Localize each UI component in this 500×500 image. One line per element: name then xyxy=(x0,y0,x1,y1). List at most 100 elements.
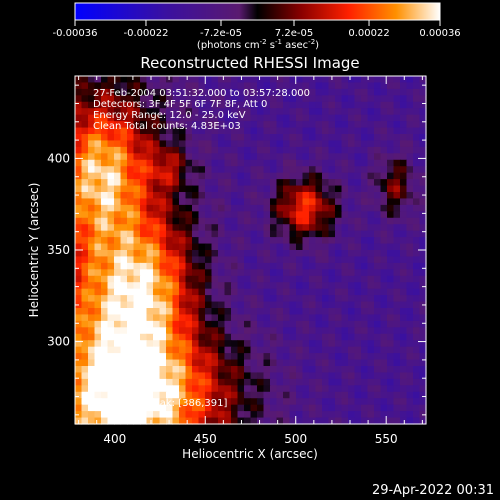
heatmap-cell xyxy=(94,237,102,245)
heatmap-cell xyxy=(413,211,421,219)
heatmap-cell xyxy=(192,359,200,367)
heatmap-cell xyxy=(205,275,213,283)
heatmap-cell xyxy=(257,404,265,412)
heatmap-cell xyxy=(413,404,421,412)
heatmap-cell xyxy=(94,269,102,277)
heatmap-cell xyxy=(94,256,102,264)
heatmap-cell xyxy=(309,166,317,174)
heatmap-cell xyxy=(406,320,414,328)
heatmap-cell xyxy=(367,250,375,258)
heatmap-cell xyxy=(374,269,382,277)
heatmap-cell xyxy=(224,269,232,277)
heatmap-cell xyxy=(348,372,356,380)
heatmap-cell xyxy=(224,153,232,161)
heatmap-cell xyxy=(172,378,180,386)
heatmap-cell xyxy=(328,308,336,316)
annotation-energy: Energy Range: 12.0 - 25.0 keV xyxy=(93,110,246,121)
heatmap-cell xyxy=(315,314,323,322)
heatmap-cell xyxy=(387,404,395,412)
heatmap-cell xyxy=(159,269,167,277)
heatmap-cell xyxy=(159,76,167,84)
heatmap-cell xyxy=(309,372,317,380)
heatmap-cell xyxy=(75,185,83,193)
heatmap-cell xyxy=(413,230,421,238)
heatmap-cell xyxy=(276,314,284,322)
heatmap-cell xyxy=(159,314,167,322)
heatmap-cell xyxy=(185,95,193,103)
heatmap-cell xyxy=(380,275,388,283)
heatmap-cell xyxy=(153,301,161,309)
heatmap-cell xyxy=(101,185,109,193)
heatmap-cell xyxy=(172,262,180,270)
heatmap-cell xyxy=(361,101,369,109)
heatmap-cell xyxy=(192,101,200,109)
heatmap-cell xyxy=(101,192,109,200)
heatmap-cell xyxy=(244,185,252,193)
heatmap-cell xyxy=(283,327,291,335)
heatmap-cell xyxy=(250,314,258,322)
heatmap-cell xyxy=(328,198,336,206)
heatmap-cell xyxy=(185,269,193,277)
heatmap-cell xyxy=(322,385,330,393)
heatmap-cell xyxy=(205,314,213,322)
heatmap-cell xyxy=(153,230,161,238)
heatmap-cell xyxy=(335,301,343,309)
heatmap-cell xyxy=(153,159,161,167)
heatmap-cell xyxy=(218,204,226,212)
heatmap-cell xyxy=(341,140,349,148)
heatmap-cell xyxy=(185,417,193,425)
heatmap-cell xyxy=(120,211,128,219)
heatmap-cell xyxy=(231,95,239,103)
heatmap-cell xyxy=(354,411,362,419)
heatmap-cell xyxy=(348,262,356,270)
heatmap-cell xyxy=(179,159,187,167)
heatmap-cell xyxy=(289,262,297,270)
heatmap-cell xyxy=(335,275,343,283)
heatmap-cell xyxy=(75,256,83,264)
heatmap-cell xyxy=(133,340,141,348)
heatmap-cell xyxy=(140,198,148,206)
heatmap-cell xyxy=(296,192,304,200)
heatmap-cell xyxy=(341,256,349,264)
heatmap-cell xyxy=(153,262,161,270)
heatmap-cell xyxy=(127,417,135,425)
heatmap-cell xyxy=(114,204,122,212)
heatmap-cell xyxy=(309,308,317,316)
heatmap-cell xyxy=(192,372,200,380)
heatmap-cell xyxy=(140,314,148,322)
y-tick-label: 400 xyxy=(47,151,70,165)
heatmap-cell xyxy=(120,275,128,283)
heatmap-cell xyxy=(393,166,401,174)
heatmap-cell xyxy=(361,192,369,200)
heatmap-cell xyxy=(218,366,226,374)
heatmap-cell xyxy=(146,230,154,238)
heatmap-cell xyxy=(367,391,375,399)
heatmap-cell xyxy=(263,127,271,135)
heatmap-cell xyxy=(88,398,96,406)
heatmap-cell xyxy=(296,417,304,425)
heatmap-cell xyxy=(380,198,388,206)
heatmap-cell xyxy=(309,82,317,90)
heatmap-cell xyxy=(120,140,128,148)
colorbar-tick-label: -0.00036 xyxy=(53,28,98,39)
heatmap-cell xyxy=(133,140,141,148)
heatmap-cell xyxy=(270,95,278,103)
heatmap-cell xyxy=(205,224,213,232)
heatmap-cell xyxy=(127,378,135,386)
heatmap-cell xyxy=(127,372,135,380)
heatmap-cell xyxy=(88,172,96,180)
heatmap-cell xyxy=(361,275,369,283)
heatmap-cell xyxy=(315,140,323,148)
heatmap-cell xyxy=(348,185,356,193)
heatmap-cell xyxy=(419,179,427,187)
heatmap-cell xyxy=(361,172,369,180)
heatmap-cell xyxy=(335,217,343,225)
heatmap-cell xyxy=(224,404,232,412)
heatmap-cell xyxy=(81,301,89,309)
heatmap-cell xyxy=(406,288,414,296)
heatmap-cell xyxy=(250,301,258,309)
heatmap-cell xyxy=(88,314,96,322)
heatmap-cell xyxy=(237,121,245,129)
heatmap-cell xyxy=(335,366,343,374)
heatmap-cell xyxy=(75,353,83,361)
